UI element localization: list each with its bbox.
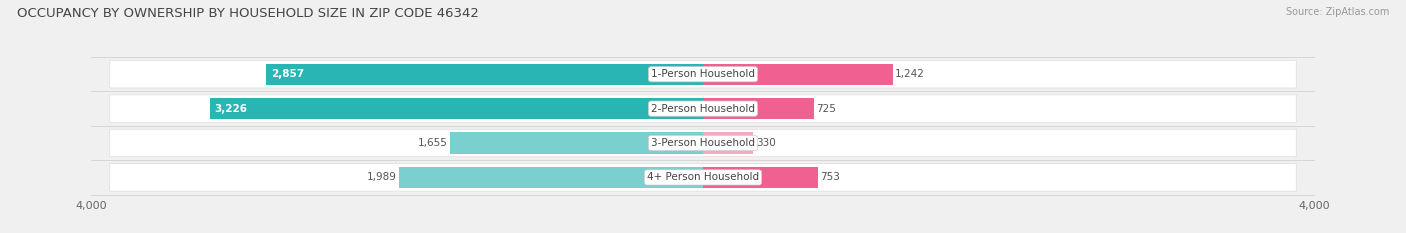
Bar [703,98,814,119]
Bar [209,98,703,119]
Bar [703,64,893,85]
Bar [399,167,703,188]
Bar [703,167,818,188]
Bar [703,132,754,154]
Text: 3,226: 3,226 [214,104,247,114]
FancyBboxPatch shape [110,164,1296,191]
Text: 725: 725 [815,104,837,114]
Text: 753: 753 [821,172,841,182]
FancyBboxPatch shape [110,95,1296,122]
Text: 1,242: 1,242 [896,69,925,79]
Bar [450,132,703,154]
Text: 330: 330 [756,138,776,148]
Text: 1,655: 1,655 [418,138,447,148]
Text: 1,989: 1,989 [367,172,396,182]
FancyBboxPatch shape [110,61,1296,88]
Text: 1-Person Household: 1-Person Household [651,69,755,79]
FancyBboxPatch shape [110,129,1296,157]
Text: 3-Person Household: 3-Person Household [651,138,755,148]
Text: Source: ZipAtlas.com: Source: ZipAtlas.com [1285,7,1389,17]
Text: 2,857: 2,857 [271,69,304,79]
Text: 4+ Person Household: 4+ Person Household [647,172,759,182]
Legend: Owner-occupied, Renter-occupied: Owner-occupied, Renter-occupied [595,230,811,233]
Text: OCCUPANCY BY OWNERSHIP BY HOUSEHOLD SIZE IN ZIP CODE 46342: OCCUPANCY BY OWNERSHIP BY HOUSEHOLD SIZE… [17,7,479,20]
Text: 2-Person Household: 2-Person Household [651,104,755,114]
Bar [266,64,703,85]
